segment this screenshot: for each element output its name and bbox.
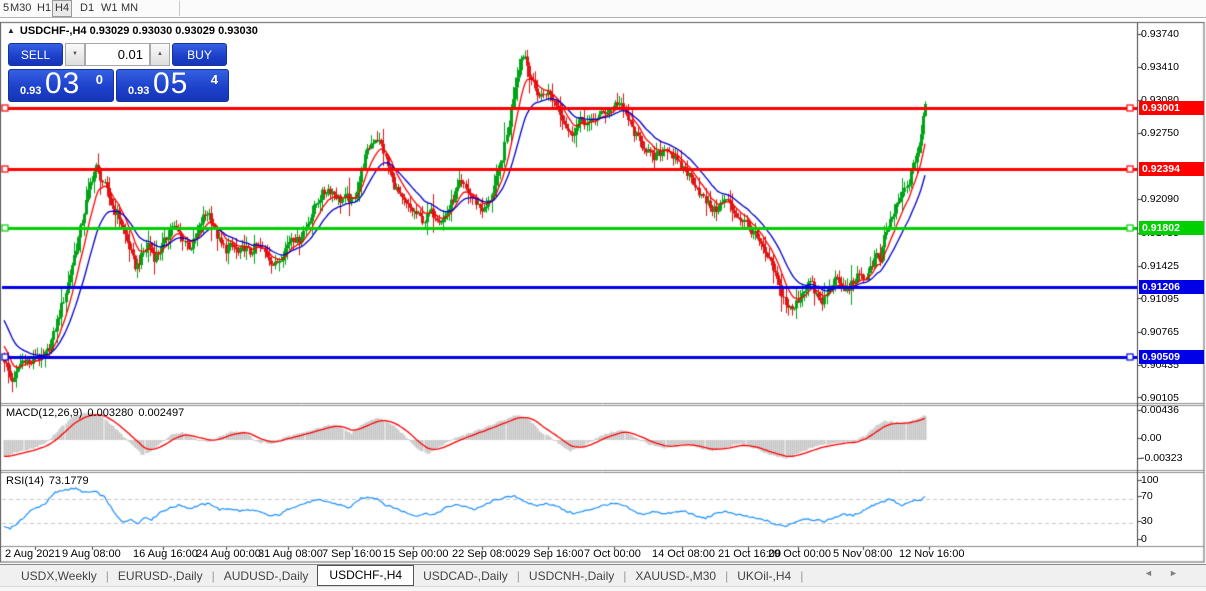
chart-tab-ukoil-h4[interactable]: UKOil-,H4 bbox=[737, 568, 792, 583]
time-axis-label: 29 Sep 16:00 bbox=[518, 548, 584, 560]
sell-price-pipette: 0 bbox=[95, 72, 103, 87]
macd-name: MACD(12,26,9) bbox=[6, 407, 83, 419]
chart-tab-usdcad-daily[interactable]: USDCAD-,Daily bbox=[423, 568, 508, 583]
tab-scroll-right-icon[interactable]: ► bbox=[1169, 568, 1178, 578]
price-axis-label: 0.90765 bbox=[1141, 325, 1179, 338]
timeframe-button-mn[interactable]: MN bbox=[121, 2, 139, 14]
buy-price-display[interactable]: 0.93 05 4 bbox=[116, 67, 229, 102]
time-axis-label: 2 Aug 2021 bbox=[5, 548, 61, 560]
price-line-label: 0.92394 bbox=[1139, 161, 1204, 176]
collapse-panel-icon[interactable]: ▲ bbox=[7, 26, 15, 35]
macd-signal-value: 0.002497 bbox=[138, 407, 185, 419]
price-line-label: 0.90509 bbox=[1139, 350, 1204, 365]
time-axis-label: 16 Aug 16:00 bbox=[133, 548, 198, 560]
buy-price-big-digits: 05 bbox=[153, 67, 189, 100]
status-strip bbox=[0, 586, 1206, 591]
volume-increase-button[interactable]: ▲ bbox=[150, 43, 170, 66]
sell-price-display[interactable]: 0.93 03 0 bbox=[8, 67, 114, 102]
chart-tab-usdchf-h4[interactable]: USDCHF-,H4 bbox=[317, 565, 415, 586]
rsi-axis-label: 0 bbox=[1141, 533, 1147, 545]
time-axis-label: 14 Oct 08:00 bbox=[652, 548, 715, 560]
time-axis-label: 31 Aug 08:00 bbox=[258, 548, 323, 560]
timeframe-button-h4[interactable]: H4 bbox=[52, 0, 73, 17]
timeframe-button-h1[interactable]: H1 bbox=[37, 2, 52, 14]
chart-tab-audusd-daily[interactable]: AUDUSD-,Daily bbox=[223, 568, 309, 583]
toolbar-separator bbox=[179, 1, 180, 16]
rsi-indicator-label: RSI(14) 73.1779 bbox=[6, 475, 94, 487]
time-axis-label: 21 Oct 16:00 bbox=[718, 548, 781, 560]
volume-input[interactable] bbox=[85, 43, 150, 66]
price-axis-label: 0.91095 bbox=[1141, 292, 1179, 305]
macd-axis-label: 0.00 bbox=[1141, 432, 1162, 444]
timeframe-button-m30[interactable]: M30 bbox=[10, 2, 32, 14]
volume-decrease-button[interactable]: ▼ bbox=[65, 43, 85, 66]
buy-price-pipette: 4 bbox=[210, 72, 218, 87]
chart-tab-usdx-weekly[interactable]: USDX,Weekly bbox=[21, 568, 97, 583]
tab-separator: | bbox=[211, 568, 215, 583]
time-axis-label: 7 Sep 16:00 bbox=[322, 548, 382, 560]
tab-separator: | bbox=[516, 568, 520, 583]
chart-symbol-period: USDCHF-,H4 bbox=[19, 25, 87, 37]
time-axis-label: 22 Sep 08:00 bbox=[452, 548, 518, 560]
macd-indicator-label: MACD(12,26,9) 0.003280 0.002497 bbox=[6, 407, 189, 419]
timeframe-button-d1[interactable]: D1 bbox=[80, 2, 95, 14]
time-axis-label: 15 Sep 00:00 bbox=[383, 548, 449, 560]
tab-separator: | bbox=[623, 568, 627, 583]
price-axis-label: 0.90105 bbox=[1141, 391, 1179, 404]
time-axis-label: 9 Aug 08:00 bbox=[62, 548, 121, 560]
price-line-label: 0.91206 bbox=[1139, 280, 1204, 295]
macd-main-value: 0.003280 bbox=[87, 407, 134, 419]
price-axis-label: 0.92750 bbox=[1141, 127, 1179, 139]
chart-header: ▲ USDCHF-,H4 0.93029 0.93030 0.93029 0.93… bbox=[7, 25, 258, 37]
tab-separator: | bbox=[800, 568, 804, 583]
timeframe-toolbar: 5 M30 H1 H4 D1 W1 MN bbox=[0, 0, 1206, 18]
rsi-name: RSI(14) bbox=[6, 475, 44, 487]
chart-tab-bar: USDX,Weekly | EURUSD-,Daily | AUDUSD-,Daily U… bbox=[0, 564, 1206, 586]
price-axis-label: 0.91425 bbox=[1141, 259, 1179, 272]
price-axis-label: 0.93740 bbox=[1141, 28, 1179, 40]
time-axis-label: 12 Nov 16:00 bbox=[899, 548, 965, 560]
time-axis-label: 29 Oct 00:00 bbox=[768, 548, 831, 560]
price-axis-label: 0.93410 bbox=[1141, 61, 1179, 73]
sell-price-big-digits: 03 bbox=[45, 67, 81, 100]
rsi-axis-label: 100 bbox=[1141, 474, 1159, 486]
price-line-label: 0.93001 bbox=[1139, 100, 1204, 115]
rsi-axis-label: 70 bbox=[1141, 490, 1153, 502]
chart-tab-eurusd-daily[interactable]: EURUSD-,Daily bbox=[117, 568, 203, 583]
time-axis-label: 7 Oct 00:00 bbox=[584, 548, 641, 560]
macd-axis-label: -0.00323 bbox=[1141, 452, 1183, 464]
rsi-axis-label: 30 bbox=[1141, 515, 1153, 527]
price-axis-label: 0.92090 bbox=[1141, 193, 1179, 205]
chart-ohlc-values: 0.93029 0.93030 0.93029 0.93030 bbox=[89, 25, 258, 37]
time-axis-label: 24 Aug 00:00 bbox=[196, 548, 261, 560]
macd-axis-label: 0.00436 bbox=[1141, 404, 1179, 416]
sell-button[interactable]: SELL bbox=[8, 43, 63, 66]
timeframe-button-5[interactable]: 5 bbox=[3, 2, 10, 14]
timeframe-button-w1[interactable]: W1 bbox=[101, 2, 118, 14]
rsi-value: 73.1779 bbox=[48, 475, 89, 487]
buy-price-prefix: 0.93 bbox=[128, 85, 150, 97]
time-axis-label: 5 Nov 08:00 bbox=[833, 548, 893, 560]
tab-scroll-left-icon[interactable]: ◄ bbox=[1144, 568, 1153, 578]
chart-tab-xauusd-m30[interactable]: XAUUSD-,M30 bbox=[635, 568, 717, 583]
chart-tab-usdcnh-daily[interactable]: USDCNH-,Daily bbox=[528, 568, 615, 583]
price-line-label: 0.91802 bbox=[1139, 220, 1204, 235]
one-click-trading-panel: SELL ▼ ▲ BUY 0.93 03 0 0.93 05 4 bbox=[8, 43, 229, 102]
buy-button[interactable]: BUY bbox=[172, 43, 227, 66]
sell-price-prefix: 0.93 bbox=[20, 85, 42, 97]
tab-separator: | bbox=[725, 568, 729, 583]
tab-separator: | bbox=[105, 568, 109, 583]
